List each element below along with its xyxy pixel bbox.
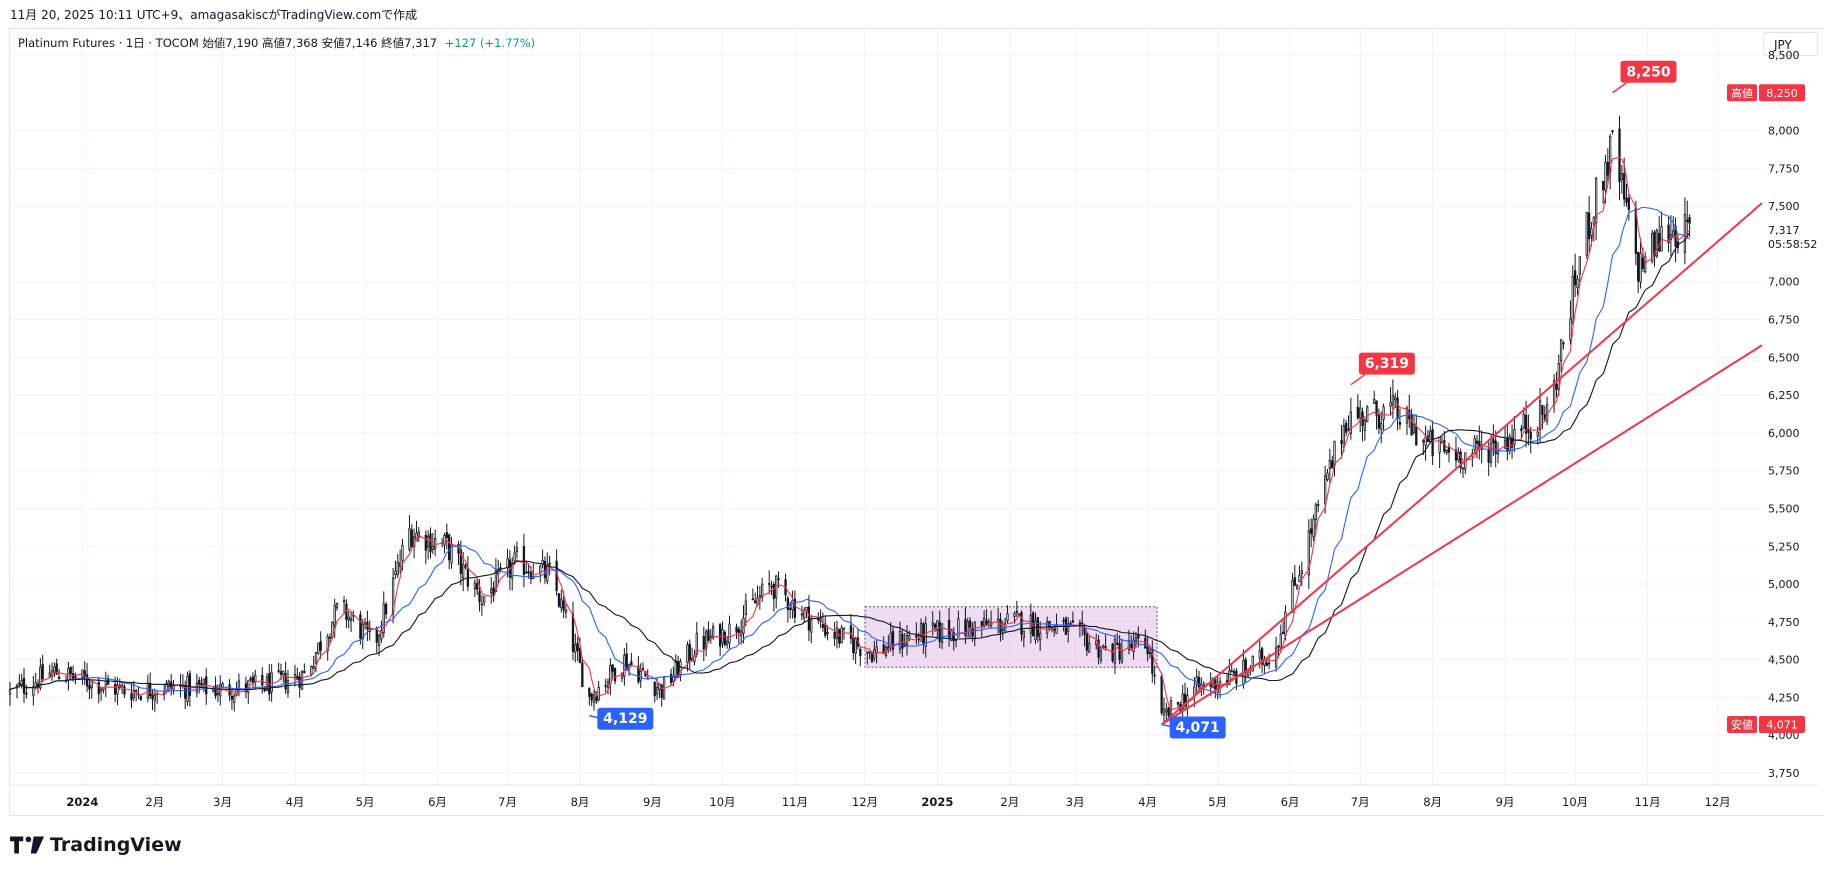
chart-frame[interactable] xyxy=(9,28,1824,816)
legend-symbol[interactable]: Platinum Futures · 1日 · TOCOM xyxy=(18,36,199,50)
currency-button[interactable]: JPY xyxy=(1763,32,1818,56)
legend-close: 終値7,317 xyxy=(381,36,438,50)
legend-low: 安値7,146 xyxy=(321,36,378,50)
tradingview-brand: TradingView xyxy=(10,834,182,856)
brand-name: TradingView xyxy=(50,834,182,856)
chart-caption: 11月 20, 2025 10:11 UTC+9、amagasakiscがTra… xyxy=(10,8,418,22)
tradingview-logo-icon xyxy=(10,836,44,854)
legend-open: 始値7,190 xyxy=(202,36,259,50)
legend-high: 高値7,368 xyxy=(262,36,318,50)
symbol-legend: Platinum Futures · 1日 · TOCOM 始値7,190 高値… xyxy=(18,35,535,51)
legend-change: +127 (+1.77%) xyxy=(444,36,536,50)
